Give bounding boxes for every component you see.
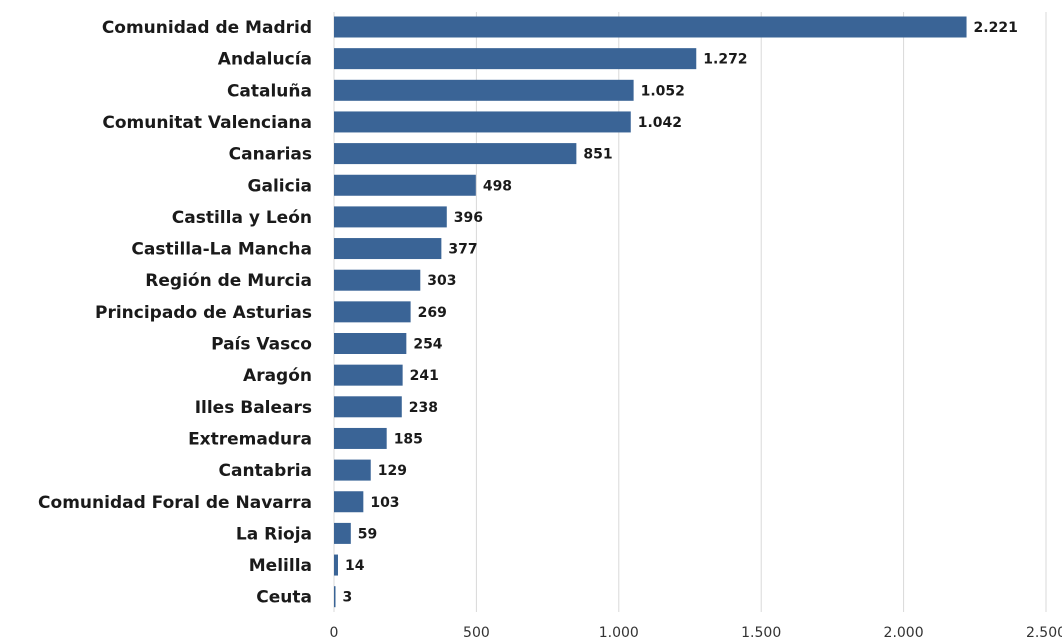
value-label: 269 [418, 305, 447, 321]
category-label: Ceuta [256, 588, 312, 608]
value-label: 14 [345, 558, 365, 574]
category-label: Región de Murcia [145, 271, 312, 291]
bar [334, 111, 631, 133]
value-label: 303 [427, 273, 456, 289]
bar [334, 16, 967, 38]
category-label: Principado de Asturias [95, 303, 312, 323]
category-label: Extremadura [188, 429, 312, 449]
x-tick-label: 1.000 [599, 625, 639, 641]
bar [334, 238, 442, 260]
x-tick-label: 0 [330, 625, 339, 641]
value-label: 241 [410, 368, 439, 384]
bars [334, 16, 967, 608]
value-label: 1.042 [638, 115, 682, 131]
value-label: 59 [358, 526, 377, 542]
category-label: País Vasco [211, 335, 312, 355]
value-label: 851 [583, 147, 612, 163]
category-label: Comunidad Foral de Navarra [38, 493, 312, 513]
category-label: Castilla y León [172, 208, 312, 228]
value-label: 103 [370, 495, 399, 511]
category-labels: Comunidad de Madrid Andalucía Cataluña Comu… [38, 18, 312, 608]
value-label: 396 [454, 210, 483, 226]
value-label: 3 [343, 590, 353, 606]
category-label: Canarias [229, 145, 312, 165]
bar [334, 206, 447, 228]
bar [334, 79, 634, 101]
category-label: Comunidad de Madrid [102, 18, 312, 38]
category-label: Illes Balears [195, 398, 312, 418]
value-label: 238 [409, 400, 438, 416]
bar [334, 174, 476, 196]
value-label: 1.052 [641, 83, 685, 99]
value-label: 254 [413, 337, 442, 353]
value-label: 1.272 [703, 52, 747, 68]
category-label: Melilla [249, 556, 312, 576]
x-tick-label: 500 [463, 625, 490, 641]
bar [334, 427, 387, 449]
bar [334, 522, 351, 544]
bar [334, 333, 407, 354]
x-tick-label: 2.000 [884, 625, 924, 641]
bar [334, 143, 577, 165]
bar [334, 586, 336, 608]
value-label: 498 [483, 178, 512, 194]
bar [334, 301, 411, 323]
bar [334, 554, 338, 576]
category-label: Comunitat Valenciana [102, 113, 312, 133]
bar [334, 491, 364, 513]
category-label: Cataluña [227, 81, 312, 101]
bar [334, 269, 421, 291]
bar [334, 48, 697, 70]
category-label: Cantabria [219, 461, 313, 481]
category-label: Galicia [248, 176, 312, 196]
bar [334, 396, 402, 418]
x-tick-label: 2.500 [1026, 625, 1062, 641]
category-label: Castilla-La Mancha [131, 240, 312, 260]
value-label: 185 [394, 431, 423, 447]
category-label: La Rioja [236, 524, 312, 544]
value-label: 377 [448, 242, 477, 258]
bar [334, 364, 403, 386]
x-axis-tick-labels: 0 500 1.000 1.500 2.000 2.500 [330, 625, 1062, 641]
category-label: Andalucía [218, 50, 312, 70]
x-tick-label: 1.500 [741, 625, 781, 641]
category-label: Aragón [243, 366, 312, 386]
bar [334, 459, 371, 481]
value-label: 129 [378, 463, 407, 479]
value-label: 2.221 [974, 20, 1018, 36]
